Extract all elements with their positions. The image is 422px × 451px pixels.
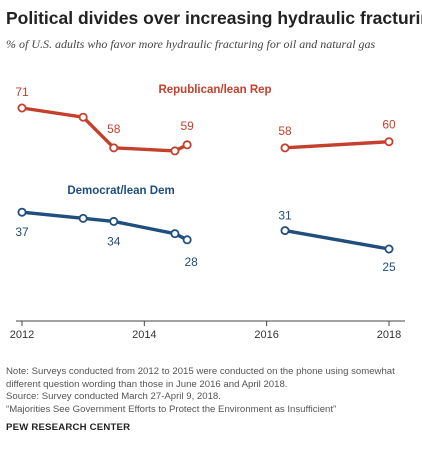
- data-point-marker: [384, 244, 394, 254]
- chart-subtitle: % of U.S. adults who favor more hydrauli…: [6, 37, 376, 51]
- x-tick-label: 2012: [10, 329, 34, 341]
- data-point-marker: [109, 216, 119, 226]
- data-point-marker: [280, 143, 290, 153]
- data-point-marker: [17, 207, 27, 217]
- data-label: 34: [107, 234, 121, 248]
- data-point-marker: [78, 213, 88, 223]
- data-point-marker: [17, 103, 27, 113]
- report-title-line: “Majorities See Government Efforts to Pr…: [6, 403, 337, 415]
- series-line: [283, 140, 391, 150]
- data-label: 25: [382, 260, 396, 274]
- x-tick-label: 2014: [132, 329, 156, 341]
- data-point-marker: [109, 143, 119, 153]
- chart-title: Political divides over increasing hydrau…: [6, 8, 422, 28]
- series-name-label: Republican/lean Rep: [158, 84, 271, 96]
- data-point-marker: [170, 229, 180, 239]
- x-tick-label: 2018: [377, 329, 401, 341]
- x-tick-label: 2016: [254, 329, 278, 341]
- data-label: 37: [15, 225, 29, 239]
- data-label: 58: [278, 124, 292, 138]
- series-line: [20, 106, 189, 153]
- data-label: 28: [184, 255, 198, 269]
- series-name-label: Democrat/lean Dem: [67, 185, 174, 197]
- source-line: Source: Survey conducted March 27-April …: [6, 391, 221, 402]
- line-chart: 2012 2014 2016 2018 71 58 59 58 60 Republican/lea…: [10, 84, 405, 341]
- data-label: 58: [107, 122, 121, 136]
- data-label: 31: [278, 209, 292, 223]
- data-point-marker: [182, 235, 192, 245]
- chart-note: Note: Surveys conducted from 2012 to 201…: [6, 366, 395, 416]
- data-point-marker: [280, 226, 290, 236]
- series-line: [283, 228, 391, 251]
- data-point-marker: [182, 140, 192, 150]
- data-point-marker: [78, 112, 88, 122]
- data-label: 59: [180, 119, 194, 133]
- data-point-marker: [384, 137, 394, 147]
- series-line: [20, 210, 189, 242]
- data-label: 71: [15, 85, 29, 99]
- note-line: Note: Surveys conducted from 2012 to 201…: [6, 366, 395, 377]
- data-point-marker: [170, 146, 180, 156]
- note-line: different question wording than those in…: [6, 378, 288, 390]
- source-organization: PEW RESEARCH CENTER: [6, 422, 131, 433]
- data-label: 60: [382, 118, 396, 132]
